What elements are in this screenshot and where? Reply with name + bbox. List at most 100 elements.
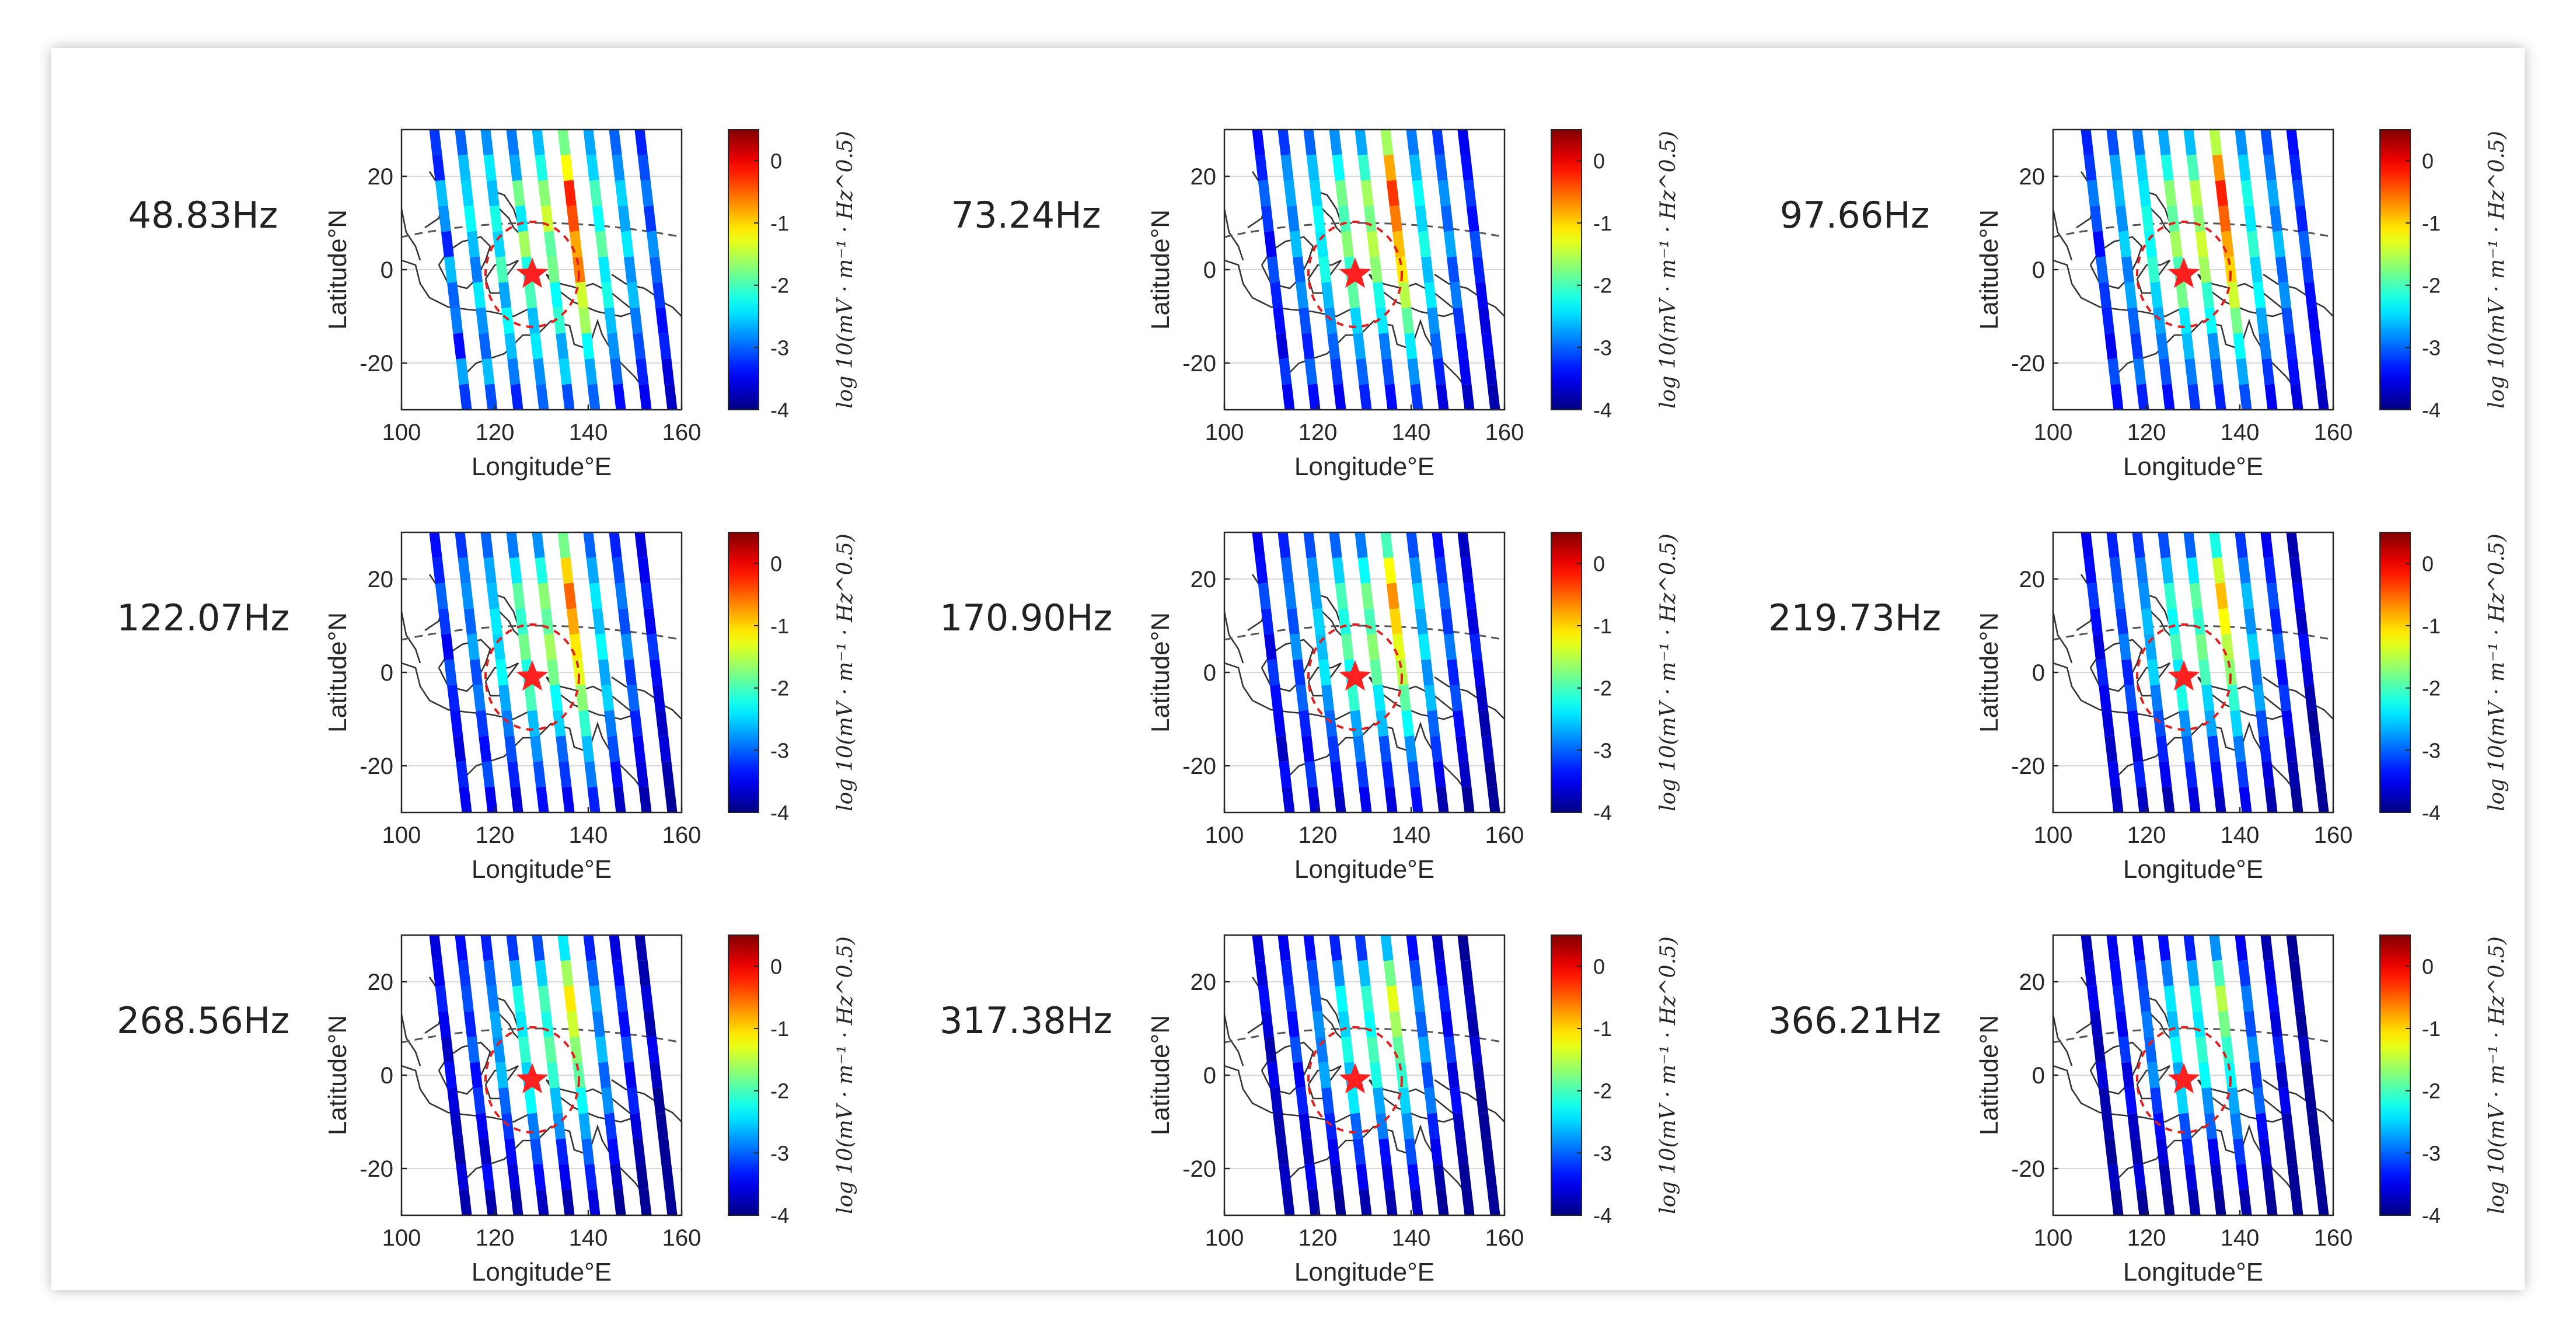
track-segment [2102, 1113, 2115, 1140]
dashed-line [2053, 222, 2333, 238]
track-segment [2086, 583, 2100, 609]
track-segment [2221, 633, 2234, 661]
track-segment [2243, 1010, 2257, 1038]
track-segment [607, 333, 620, 360]
track-segment [1263, 1036, 1277, 1063]
track-segment [2160, 154, 2174, 182]
track-segment [1450, 1087, 1463, 1114]
track-segment [2278, 1087, 2292, 1114]
track-segment [506, 130, 519, 156]
track-segment [479, 333, 492, 360]
colorbar-label: log 10(mV · m⁻¹ · Hz^0.5) [833, 936, 857, 1214]
track-segment [1321, 281, 1335, 309]
track-segment [615, 985, 628, 1012]
track-segment [2124, 684, 2138, 712]
track-segment [1457, 935, 1471, 961]
track-segment [1276, 1138, 1289, 1165]
track-segment [1306, 960, 1320, 987]
track-segment [1484, 1163, 1498, 1191]
track-segment [1296, 684, 1309, 712]
track-segment [2086, 985, 2100, 1012]
track-segment [2266, 583, 2280, 609]
track-segment [2201, 684, 2215, 712]
track-segment [2260, 532, 2274, 559]
track-segment [1410, 786, 1423, 813]
track-segment [1461, 1189, 1475, 1215]
track-segment [547, 1062, 560, 1089]
track-segment [1404, 1138, 1418, 1165]
track-segment [2099, 281, 2112, 309]
x-tick-label: 140 [1392, 822, 1431, 848]
track-segment [1304, 761, 1318, 788]
track-segment [652, 281, 666, 309]
track-segment [2290, 1189, 2303, 1215]
track-segment [1355, 935, 1368, 961]
track-segment [1282, 1189, 1295, 1215]
track-segment [2235, 130, 2248, 156]
track-segment [2286, 532, 2299, 559]
track-segment [586, 557, 599, 584]
track-segment [1443, 1036, 1457, 1063]
track-segment [609, 935, 622, 961]
track-segment [1283, 180, 1297, 207]
track-segment [2230, 1113, 2243, 1140]
track-segment [598, 256, 611, 283]
track-segment [2259, 735, 2272, 762]
frequency-label: 170.90Hz [939, 597, 1113, 639]
track-segment [655, 1113, 669, 1140]
epicenter-radius-circle [2136, 221, 2232, 328]
coastline [2053, 611, 2073, 664]
track-segment [1270, 684, 1283, 712]
track-segment [640, 985, 654, 1012]
colorbar-tick-label: -4 [2422, 801, 2441, 825]
colorbar-tick-label: -2 [1593, 274, 1612, 298]
epicenter-radius-circle [484, 1026, 580, 1134]
chart-panel: 268.56Hz 100 120 140 160 20 0 -20 Longitude°E Lat… [92, 894, 916, 1303]
track-segment [2286, 130, 2299, 156]
track-segment [1301, 333, 1315, 360]
track-segment [1447, 1062, 1460, 1089]
track-segment [604, 710, 617, 737]
track-segment [633, 735, 646, 762]
track-segment [492, 231, 505, 258]
track-segment [2141, 205, 2154, 232]
track-segment [2298, 633, 2311, 661]
colorbar-tick-label: 0 [2422, 149, 2434, 173]
epicenter-radius-circle [2136, 623, 2232, 731]
colorbar-label: log 10(mV · m⁻¹ · Hz^0.5) [1656, 936, 1680, 1214]
track-segment [1384, 786, 1398, 813]
track-segment [459, 1189, 472, 1215]
colorbar-tick-label: -2 [1593, 1079, 1612, 1103]
chart-panel: 97.66Hz 100 120 140 160 20 0 -20 Longitude°E Lati… [1744, 89, 2568, 497]
y-axis-label: Latitude°N [323, 210, 352, 330]
track-segment [2236, 761, 2249, 788]
track-segment [459, 786, 472, 813]
track-segment [1386, 583, 1399, 609]
track-segment [506, 935, 519, 961]
track-segment [438, 1010, 451, 1038]
track-segment [1327, 1138, 1341, 1165]
track-segment [2163, 985, 2177, 1012]
coastline [1485, 704, 1505, 720]
track-segment [518, 231, 531, 258]
track-segment [2089, 1010, 2103, 1038]
track-segment [515, 205, 528, 232]
colorbar-tick-label: -2 [2422, 1079, 2441, 1103]
colorbar-tick-label: 0 [2422, 954, 2434, 978]
colorbar-tick-label: -3 [2422, 336, 2441, 360]
track-segment [1380, 130, 1394, 156]
track-segment [1466, 1010, 1479, 1038]
track-segment [1333, 786, 1346, 813]
track-segment [1283, 985, 1297, 1012]
track-segment [2212, 154, 2225, 182]
track-segment [1407, 1163, 1420, 1191]
track-segment [527, 307, 540, 334]
track-segment [1460, 557, 1474, 584]
track-segment [2313, 358, 2326, 385]
track-segment [2256, 307, 2269, 334]
track-segment [484, 383, 498, 410]
track-segment [617, 608, 631, 635]
epicenter-radius-circle [1307, 1026, 1403, 1134]
track-segment [2278, 684, 2292, 712]
track-segment [2138, 583, 2151, 609]
